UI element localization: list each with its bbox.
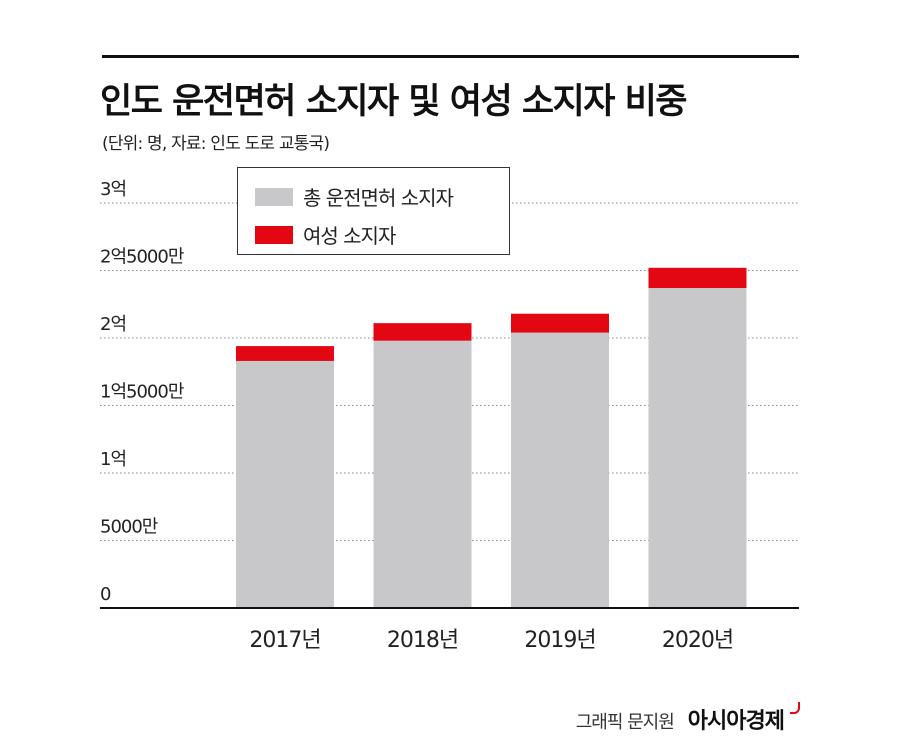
y-tick-label: 1억 xyxy=(100,449,126,470)
y-tick-label: 2억5000만 xyxy=(100,247,184,268)
bar-female xyxy=(236,346,334,361)
x-tick-label: 2020년 xyxy=(662,628,733,653)
bar-female xyxy=(511,313,609,333)
chart-title: 인도 운전면허 소지자 및 여성 소지자 비중 xyxy=(100,82,688,122)
brand-mark-icon xyxy=(790,702,800,714)
y-tick-label: 0 xyxy=(100,584,111,605)
legend-swatch-female xyxy=(255,225,293,244)
y-tick-label: 5000만 xyxy=(100,517,158,538)
bar-total xyxy=(648,288,747,608)
legend-item-total: 총 운전면허 소지자 xyxy=(255,182,454,211)
y-tick-label: 1억5000만 xyxy=(100,382,184,403)
legend-label-female: 여성 소지자 xyxy=(303,224,396,248)
legend-swatch-total xyxy=(255,187,293,206)
bar-female xyxy=(648,267,747,289)
legend-item-female: 여성 소지자 xyxy=(255,220,396,249)
chart-subtitle: (단위: 명, 자료: 인도 도로 교통국) xyxy=(102,134,330,154)
y-tick-label: 2억 xyxy=(100,314,126,335)
credit-text: 그래픽 문지원 xyxy=(575,712,675,733)
x-tick-label: 2018년 xyxy=(387,628,458,653)
bar-total xyxy=(236,360,334,608)
x-tick-label: 2017년 xyxy=(249,628,320,653)
bar-female xyxy=(373,323,472,341)
credit: 그래픽 문지원 아시아경제 xyxy=(575,702,800,735)
legend-label-total: 총 운전면허 소지자 xyxy=(303,186,454,210)
x-tick-label: 2019년 xyxy=(524,628,595,653)
y-tick-label: 3억 xyxy=(100,179,126,200)
top-rule xyxy=(102,55,799,58)
chart-legend: 총 운전면허 소지자 여성 소지자 xyxy=(237,167,510,255)
bar-total xyxy=(373,340,472,608)
bar-total xyxy=(511,332,609,608)
brand-logo: 아시아경제 xyxy=(687,709,785,734)
